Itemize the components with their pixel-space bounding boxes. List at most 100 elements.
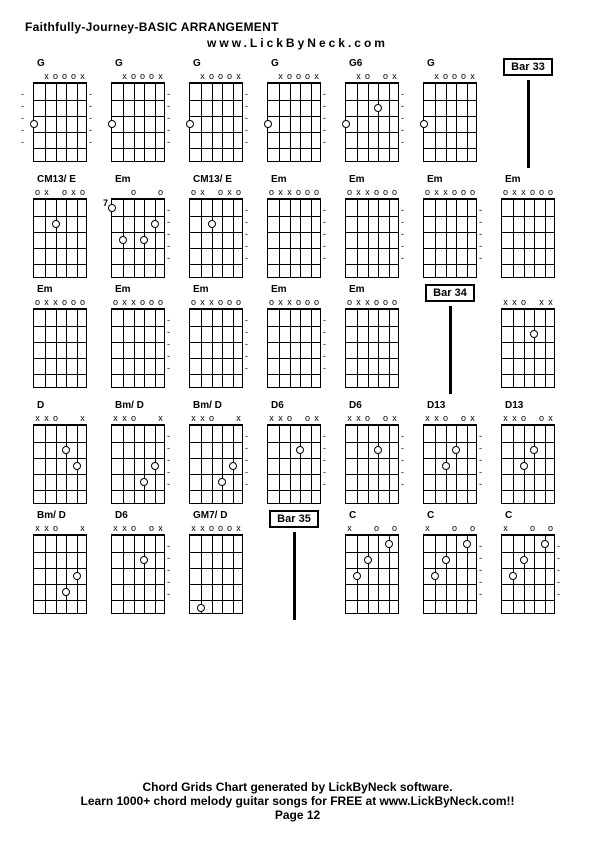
chord-grid (345, 82, 399, 162)
chord-label: D (25, 400, 95, 414)
chord-cell: Emoxxooo (337, 284, 407, 388)
bar-line (293, 532, 296, 620)
chord-label: Bm/ D (103, 400, 173, 414)
chord-cell: CM13/ Eoxoxo (25, 174, 95, 278)
chord-cell: Gxooox- - - - - (103, 58, 173, 162)
chord-grid (345, 534, 399, 614)
website-url: www.LickByNeck.com (25, 36, 570, 50)
chord-grid (189, 424, 243, 504)
chord-cell: Emoxxooo- - - - - (259, 284, 329, 388)
chord-grid (111, 308, 165, 388)
chord-row: DxxoxBm/ Dxxox- - - - -Bm/ Dxxox- - - - … (25, 400, 570, 504)
chord-grid (267, 424, 321, 504)
chord-cell: Emoxxooo (25, 284, 95, 388)
chord-cell: Emoo7- - - - - (103, 174, 173, 278)
chord-cell: Emoxxooo- - - - - (337, 174, 407, 278)
bar-label: Bar 35 (269, 510, 319, 528)
chord-grid (501, 534, 555, 614)
chord-grid (345, 424, 399, 504)
chord-grid (267, 198, 321, 278)
chord-grid (345, 308, 399, 388)
chord-cell: G6xoox- - - - - (337, 58, 407, 162)
chord-label: D6 (337, 400, 407, 414)
chord-cell: Bm/ Dxxox- - - - - (181, 400, 251, 504)
chord-label: Bm/ D (25, 510, 95, 524)
chord-cell: D13xxoox- - - - - (415, 400, 485, 504)
chord-label: D13 (493, 400, 563, 414)
chord-label: Em (103, 174, 173, 188)
chord-grid (267, 82, 321, 162)
chord-cell: Cxoo- - - - - (415, 510, 485, 614)
chord-label (493, 284, 563, 298)
chord-label: Em (25, 284, 95, 298)
chord-cell: Cxoo- - - - - (493, 510, 563, 614)
chord-label: G6 (337, 58, 407, 72)
bar-marker: Bar 34 (415, 284, 485, 394)
chord-cell: D13xxoox (493, 400, 563, 504)
chord-cell: D6xxoox- - - - - (337, 400, 407, 504)
footer-page: Page 12 (0, 808, 595, 822)
chord-label: G (103, 58, 173, 72)
chord-grid (33, 534, 87, 614)
chord-grid (189, 82, 243, 162)
chord-label: Em (415, 174, 485, 188)
chord-cell: Bm/ Dxxox- - - - - (103, 400, 173, 504)
bar-marker: Bar 33 (493, 58, 563, 168)
chord-grid (189, 198, 243, 278)
chord-grid (423, 534, 477, 614)
chord-grid (111, 198, 165, 278)
chord-label: CM13/ E (25, 174, 95, 188)
chord-row: Gxooox- - - - -- - - - -Gxooox- - - - -G… (25, 58, 570, 168)
chord-label: Em (337, 284, 407, 298)
chord-rows: Gxooox- - - - -- - - - -Gxooox- - - - -G… (25, 58, 570, 620)
chord-grid (189, 534, 243, 614)
chord-row: CM13/ EoxoxoEmoo7- - - - -CM13/ Eoxoxo- … (25, 174, 570, 278)
chord-label: G (415, 58, 485, 72)
chord-row: EmoxxoooEmoxxooo- - - - -Emoxxooo- - - -… (25, 284, 570, 394)
page-title: Faithfully-Journey-BASIC ARRANGEMENT (25, 20, 570, 34)
chord-cell: Bm/ Dxxox (25, 510, 95, 614)
chord-grid (423, 198, 477, 278)
footer: Chord Grids Chart generated by LickByNec… (0, 780, 595, 822)
bar-label: Bar 33 (503, 58, 553, 76)
chord-cell: Emoxxooo- - - - - (103, 284, 173, 388)
chord-cell: Gxooox- - - - - (259, 58, 329, 162)
bar-line (449, 306, 452, 394)
chord-label: G (259, 58, 329, 72)
bar-line (527, 80, 530, 168)
bar-marker: Bar 35 (259, 510, 329, 620)
chord-label: Em (493, 174, 563, 188)
chord-label: GM7/ D (181, 510, 251, 524)
chord-cell: CM13/ Eoxoxo- - - - - (181, 174, 251, 278)
chord-grid (267, 308, 321, 388)
chord-label: Bm/ D (181, 400, 251, 414)
footer-line2: Learn 1000+ chord melody guitar songs fo… (0, 794, 595, 808)
chord-cell: xxoxx (493, 284, 563, 388)
chord-grid (111, 82, 165, 162)
chord-cell: GM7/ Dxxooox (181, 510, 251, 614)
chord-label: G (25, 58, 95, 72)
bar-label: Bar 34 (425, 284, 475, 302)
chord-grid (189, 308, 243, 388)
chord-cell: D6xxoox- - - - - (103, 510, 173, 614)
chord-cell: Emoxxooo (493, 174, 563, 278)
chord-grid (111, 424, 165, 504)
chord-grid (33, 424, 87, 504)
chord-grid (111, 534, 165, 614)
chord-label: C (337, 510, 407, 524)
chord-label: C (415, 510, 485, 524)
chord-grid (33, 308, 87, 388)
chord-label: D6 (259, 400, 329, 414)
chord-grid (423, 82, 477, 162)
chord-cell: Gxooox (415, 58, 485, 162)
chord-cell: Emoxxooo- - - - - (415, 174, 485, 278)
chord-label: G (181, 58, 251, 72)
chord-label: Em (181, 284, 251, 298)
chord-label: Em (259, 284, 329, 298)
chord-label: CM13/ E (181, 174, 251, 188)
chord-grid (33, 82, 87, 162)
chord-grid (423, 424, 477, 504)
chord-label: C (493, 510, 563, 524)
chord-cell: Cxoo (337, 510, 407, 614)
header: Faithfully-Journey-BASIC ARRANGEMENT www… (25, 20, 570, 50)
